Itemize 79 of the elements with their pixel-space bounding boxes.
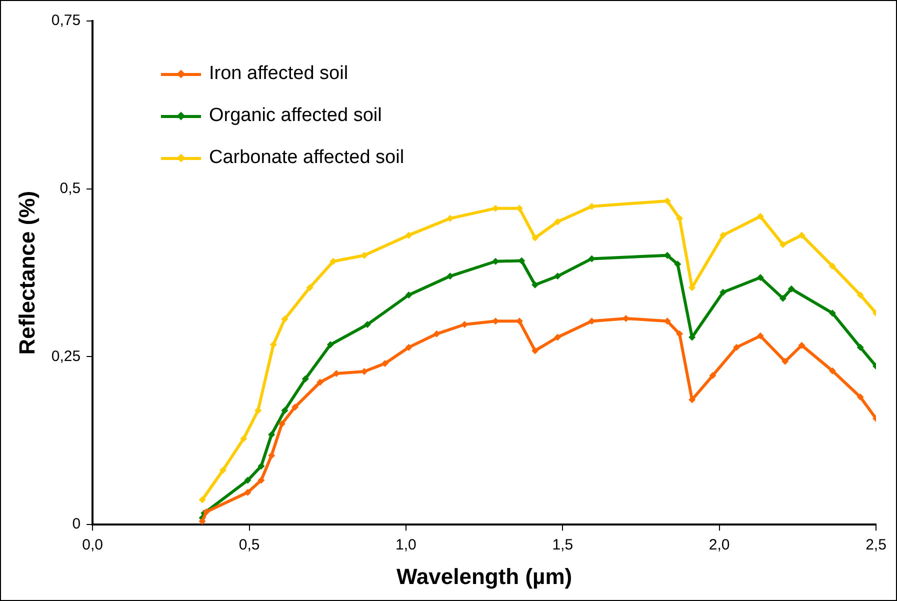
point xyxy=(554,272,562,280)
point xyxy=(720,232,727,239)
point xyxy=(292,404,299,411)
point xyxy=(446,214,454,222)
point xyxy=(360,368,368,376)
point xyxy=(302,375,309,382)
point xyxy=(828,310,836,317)
point xyxy=(756,332,764,340)
point xyxy=(588,318,596,325)
point xyxy=(676,330,684,338)
point xyxy=(518,257,526,264)
x-axis-title: Wavelength (µm) xyxy=(396,564,572,589)
point xyxy=(674,260,682,268)
point xyxy=(756,274,764,281)
point xyxy=(278,420,286,428)
point xyxy=(268,452,276,459)
point xyxy=(405,232,412,239)
point xyxy=(798,342,806,349)
point xyxy=(316,378,324,386)
point xyxy=(326,341,334,348)
x-tick-label: 1,5 xyxy=(552,536,574,554)
point xyxy=(720,288,727,296)
point xyxy=(268,431,276,438)
point xyxy=(588,202,596,210)
legend-label: Organic affected soil xyxy=(209,105,382,127)
point xyxy=(364,321,371,328)
point xyxy=(532,281,539,288)
point xyxy=(676,214,684,222)
point xyxy=(782,358,789,365)
point xyxy=(856,394,864,401)
point xyxy=(254,406,262,414)
y-axis-title: Reflectance (%) xyxy=(14,190,40,355)
point xyxy=(433,330,440,338)
point xyxy=(381,360,388,367)
point xyxy=(281,406,288,414)
y-tick-label: 0,5 xyxy=(60,180,81,198)
point xyxy=(532,234,539,242)
point xyxy=(405,344,412,351)
point xyxy=(198,496,206,504)
point xyxy=(756,212,764,220)
point xyxy=(779,294,786,302)
point xyxy=(733,344,740,351)
point xyxy=(446,272,454,280)
x-tick-label: 2,5 xyxy=(866,536,886,554)
point xyxy=(332,370,340,378)
point xyxy=(244,488,252,496)
point xyxy=(219,466,226,474)
point xyxy=(554,218,562,226)
legend-label: Carbonate affected soil xyxy=(209,147,404,169)
point xyxy=(788,285,795,292)
point xyxy=(828,262,836,270)
point xyxy=(856,344,864,351)
x-tick-label: 2,0 xyxy=(708,536,730,554)
y-tick-label: 0 xyxy=(72,516,81,533)
point xyxy=(405,291,412,298)
x-tick-label: 1,0 xyxy=(396,536,416,554)
x-tick-label: 0,5 xyxy=(238,536,260,554)
point xyxy=(779,241,786,248)
y-tick-label: 0,25 xyxy=(51,348,81,365)
point xyxy=(360,252,368,259)
point xyxy=(198,518,206,525)
y-tick-label: 0,75 xyxy=(51,12,81,30)
point xyxy=(330,258,337,265)
legend-label: Iron affected soil xyxy=(209,63,348,85)
x-tick-label: 0,0 xyxy=(82,536,104,554)
point xyxy=(709,372,716,380)
point xyxy=(240,435,248,442)
point xyxy=(554,334,562,341)
point xyxy=(281,316,288,323)
point xyxy=(532,347,539,354)
point xyxy=(244,476,252,484)
point xyxy=(258,476,265,484)
point xyxy=(798,232,806,239)
point xyxy=(856,291,864,298)
point xyxy=(270,341,277,348)
point xyxy=(664,197,671,204)
point xyxy=(306,284,314,292)
point xyxy=(828,367,836,374)
point xyxy=(258,462,265,470)
